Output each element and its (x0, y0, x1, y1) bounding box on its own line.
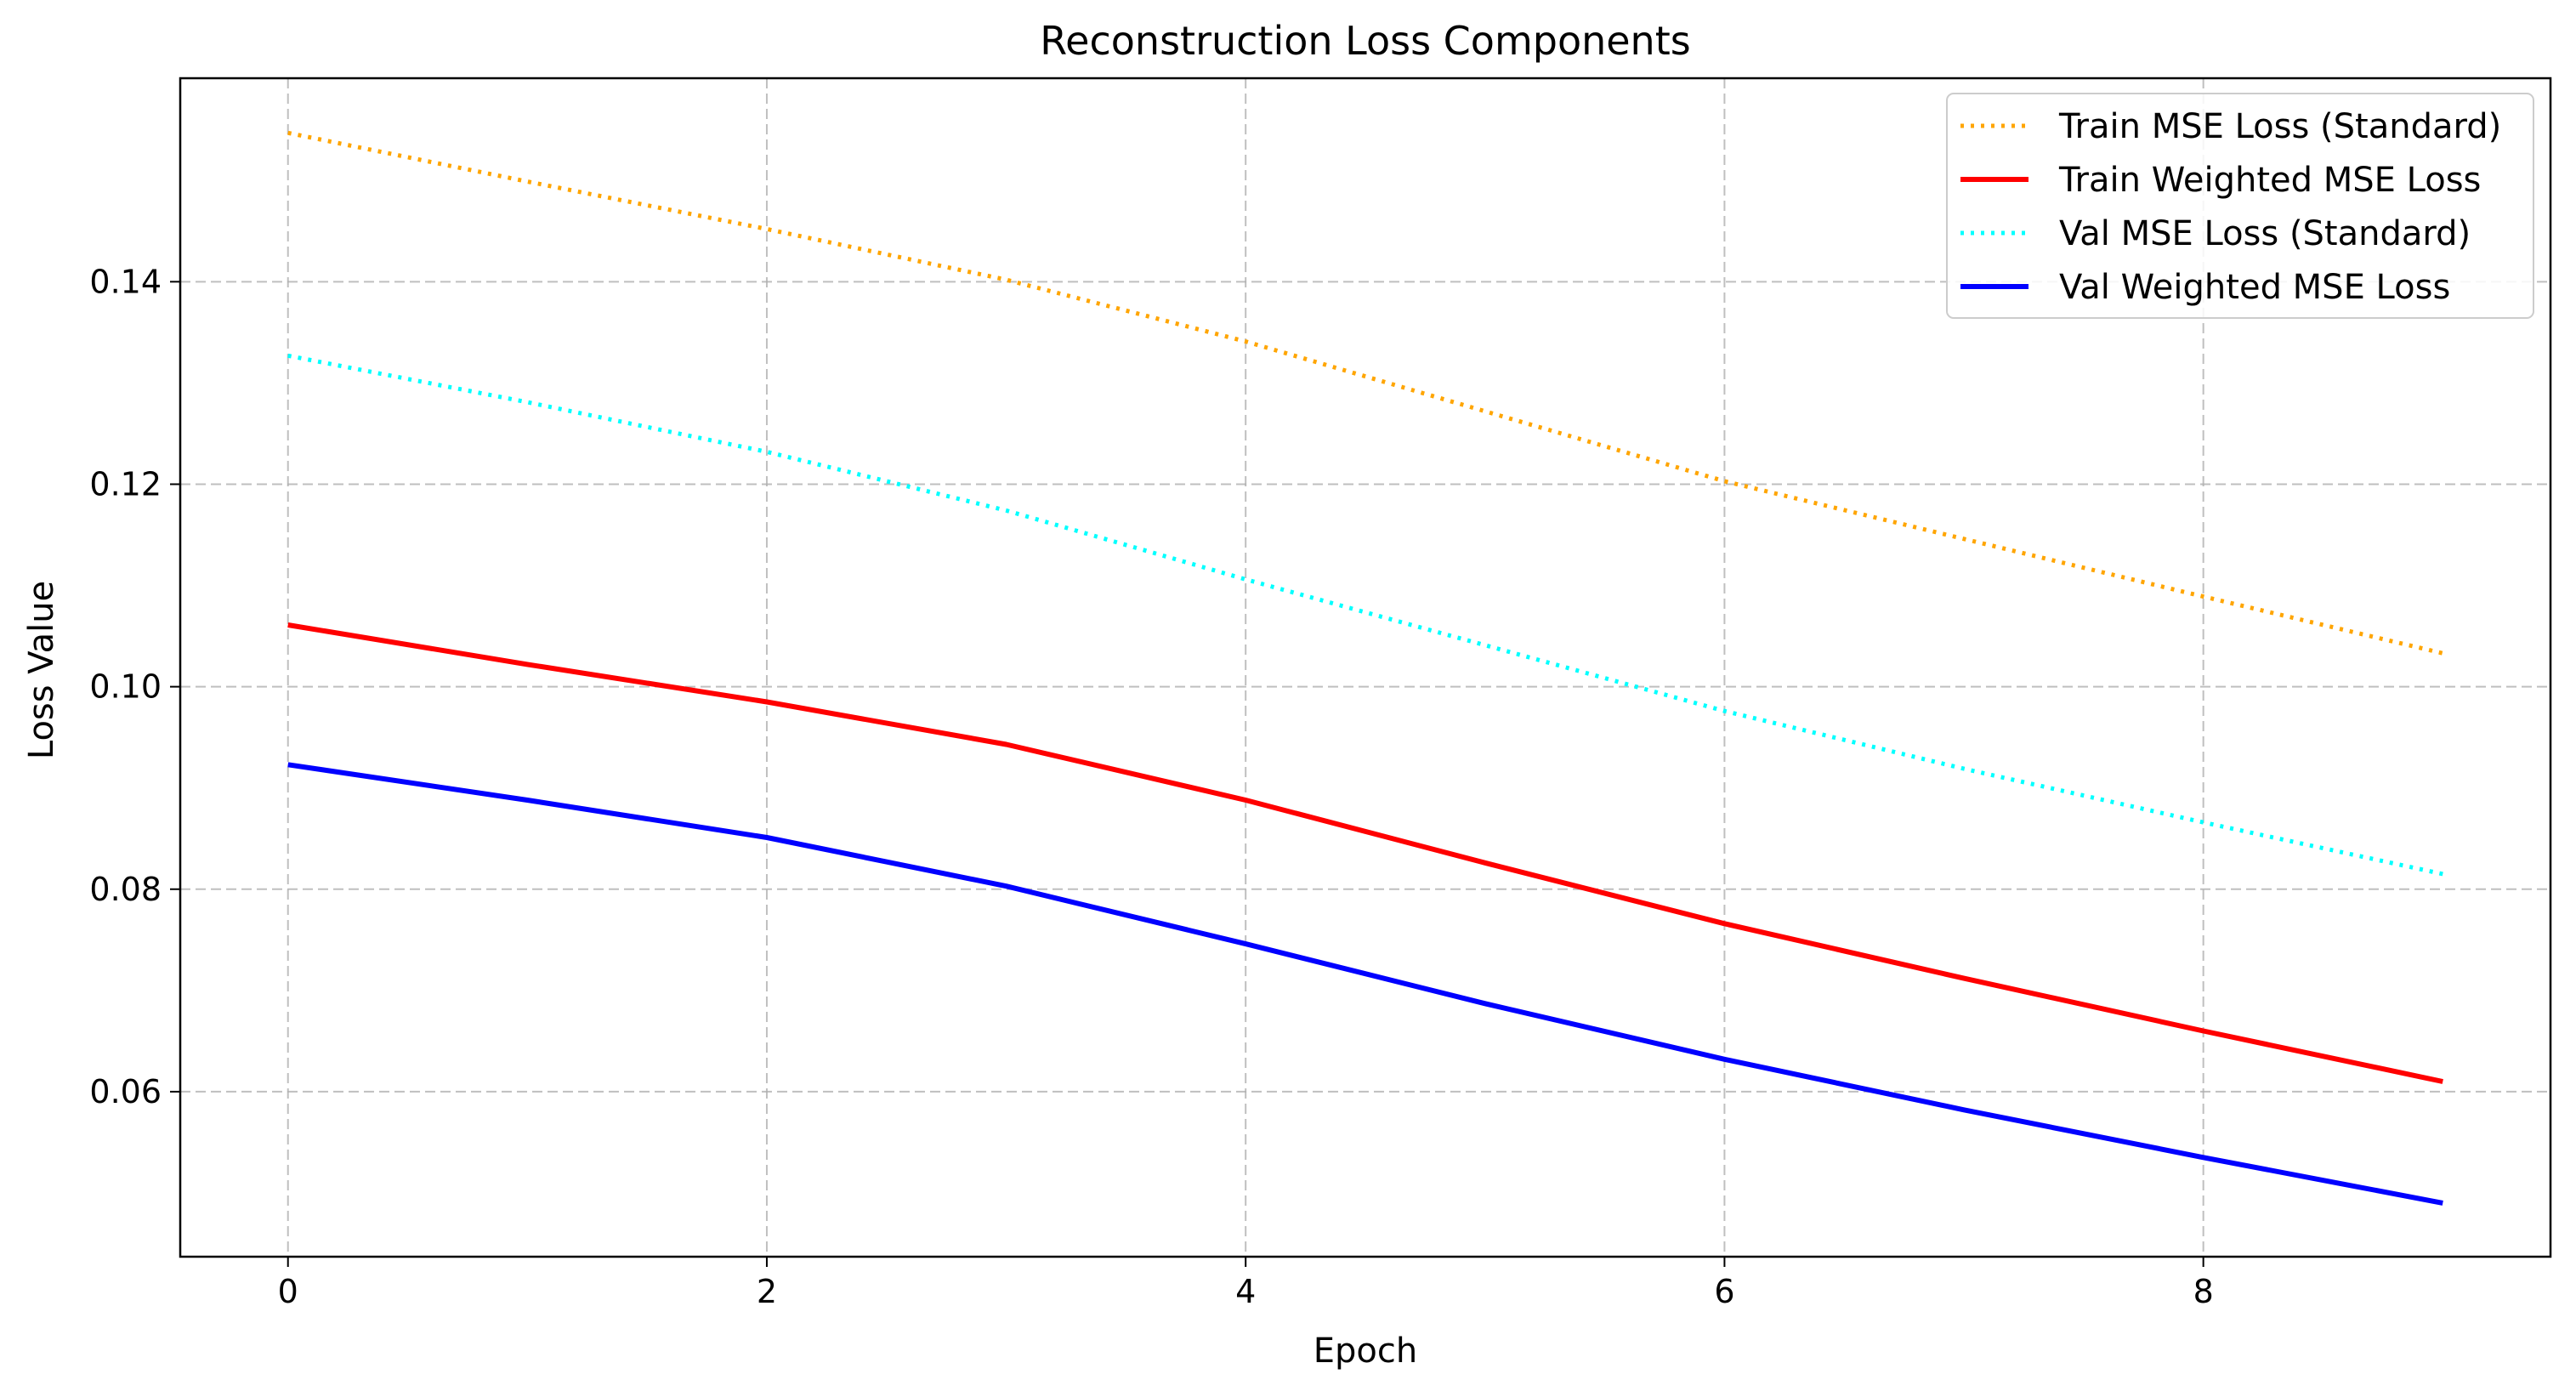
series-line-train-weighted-mse-loss (287, 622, 2443, 1084)
x-tick-label: 0 (278, 1273, 298, 1310)
y-axis-title: Loss Value (22, 581, 61, 759)
x-tick-label: 8 (2193, 1273, 2214, 1310)
legend-box (1946, 93, 2534, 319)
x-tick-label: 4 (1235, 1273, 1256, 1310)
legend-label-train-weighted-mse-loss: Train Weighted MSE Loss (2058, 161, 2481, 200)
series-line-val-mse-loss-standard (287, 353, 2443, 877)
plot-area-frame (179, 77, 2552, 1258)
legend: Train MSE Loss (Standard) Train Weighted … (1946, 93, 2534, 319)
x-tick-label: 6 (1714, 1273, 1734, 1310)
legend-items: Train MSE Loss (Standard) Train Weighted … (1960, 107, 2501, 307)
y-tick-label: 0.10 (89, 668, 162, 706)
legend-label-val-weighted-mse-loss: Val Weighted MSE Loss (2059, 268, 2450, 307)
series-line-train-mse-loss-standard (287, 130, 2443, 656)
legend-label-val-mse-loss-standard: Val MSE Loss (Standard) (2059, 214, 2471, 253)
x-axis-ticks: 0 2 4 6 8 (278, 1257, 2214, 1310)
x-axis-title: Epoch (1314, 1332, 1417, 1371)
series-line-val-weighted-mse-loss (287, 762, 2443, 1206)
series-lines (287, 130, 2443, 1206)
y-tick-label: 0.08 (89, 871, 162, 908)
chart-title: Reconstruction Loss Components (1040, 18, 1690, 64)
x-tick-label: 2 (757, 1273, 777, 1310)
y-axis-ticks: 0.06 0.08 0.10 0.12 0.14 (89, 263, 180, 1110)
legend-label-train-mse-loss-standard: Train MSE Loss (Standard) (2058, 107, 2501, 146)
y-tick-label: 0.14 (89, 263, 162, 300)
y-tick-label: 0.06 (89, 1073, 162, 1110)
y-tick-label: 0.12 (89, 465, 162, 503)
